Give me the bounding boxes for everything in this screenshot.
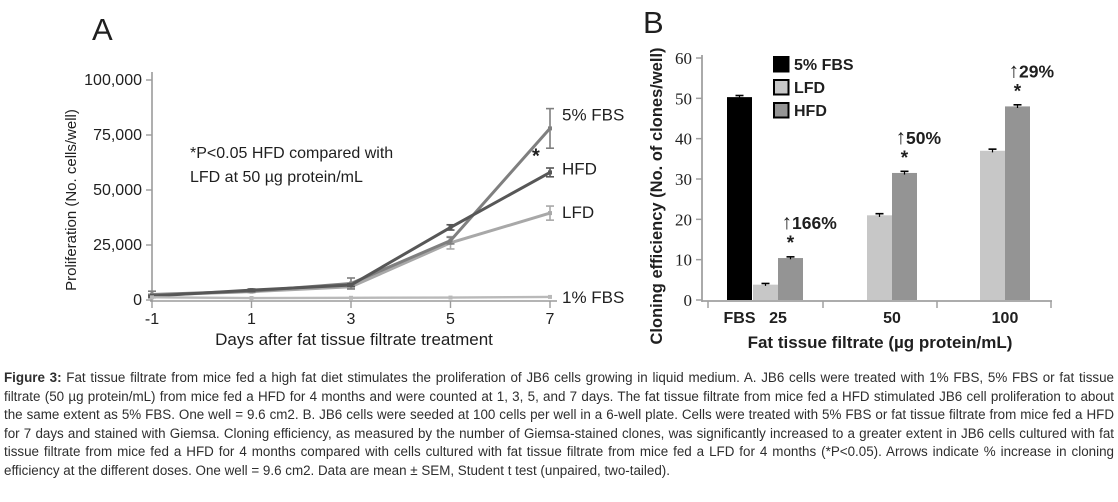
x-tick-label: -1 (145, 311, 159, 328)
y-tick-label: 50 (675, 89, 692, 108)
y-tick-label: 100,000 (84, 72, 142, 89)
significance-star-100-hfd: * (1014, 81, 1022, 102)
legend-swatch-5-fbs (773, 56, 790, 73)
legend-label-lfd: LFD (794, 80, 825, 97)
data-marker-hfd (548, 170, 552, 175)
increase-annotation-25-hfd: ↑166% (782, 211, 838, 234)
annotation-line-1: *P<0.05 HFD compared with (190, 145, 393, 162)
panel-b: B 0 10 20 30 40 50 60 Fat tissue filtrate (µg pr… (640, 0, 1118, 366)
bar-50-hfd (892, 172, 917, 300)
increase-annotation-50-hfd: ↑50% (896, 126, 942, 149)
data-marker-1-fbs (349, 295, 353, 300)
panel-a-label: A (92, 12, 113, 47)
bar-fbs-5-fbs (727, 97, 752, 300)
data-marker-5-fbs (448, 238, 453, 243)
y-tick-label: 50,000 (93, 182, 142, 199)
x-tick-label: 3 (347, 311, 356, 328)
increase-percent-label: 29% (1019, 61, 1054, 81)
series-label-hfd: HFD (562, 159, 597, 178)
x-axis-label: Days after fat tissue filtrate treatment (215, 330, 493, 349)
data-marker-hfd (349, 283, 353, 288)
increase-percent-label: 50% (906, 128, 941, 148)
caption-label: Figure 3: (4, 370, 62, 385)
y-tick-label: 10 (675, 251, 692, 270)
data-marker-1-fbs (448, 295, 453, 300)
significance-star-hfd: * (532, 145, 540, 167)
x-tick-label: 5 (446, 311, 455, 328)
x-category-label-25: 25 (769, 310, 787, 327)
caption-body: Fat tissue filtrate from mice fed a high… (4, 370, 1114, 478)
series-label-lfd: LFD (562, 203, 594, 222)
panel-b-label: B (643, 5, 664, 40)
y-tick-label: 60 (675, 49, 692, 68)
increase-annotation-100-hfd: ↑29% (1009, 59, 1055, 82)
data-marker-1-fbs (249, 296, 254, 301)
figure-caption: Figure 3: Fat tissue filtrate from mice … (4, 369, 1114, 481)
up-arrow-icon: ↑ (1009, 59, 1020, 82)
series-label-1-fbs: 1% FBS (562, 288, 624, 307)
data-marker-lfd (548, 211, 552, 216)
data-marker-1-fbs (150, 295, 154, 300)
y-axis-label: Cloning efficiency (No. of clones/well) (648, 47, 666, 344)
panel-a: A 0 25,000 50,000 75,000 100,000 -1 1 3 5 7 Days af… (0, 0, 640, 366)
x-category-label-50: 50 (883, 310, 901, 327)
up-arrow-icon: ↑ (896, 126, 907, 149)
legend-label-hfd: HFD (794, 103, 827, 120)
series-label-5-fbs: 5% FBS (562, 105, 624, 124)
y-tick-label: 40 (675, 130, 692, 149)
x-axis-label: Fat tissue filtrate (µg protein/mL) (748, 333, 1013, 352)
data-marker-1-fbs (548, 294, 552, 299)
y-tick-label: 0 (133, 292, 142, 309)
x-category-label-fbs: FBS (724, 310, 756, 327)
y-tick-label: 30 (675, 170, 692, 189)
data-marker-hfd (448, 225, 453, 230)
data-marker-hfd (249, 288, 254, 293)
bar-25-lfd (753, 284, 778, 300)
panel-b-chart: B 0 10 20 30 40 50 60 Fat tissue filtrate (µg pr… (643, 5, 1055, 352)
y-tick-label: 20 (675, 210, 692, 229)
up-arrow-icon: ↑ (782, 211, 793, 234)
significance-star-25-hfd: * (787, 233, 795, 254)
y-axis-label: Proliferation (No. cells/well) (63, 109, 80, 291)
data-marker-5-fbs (548, 126, 552, 131)
legend-swatch-lfd (773, 79, 790, 96)
y-tick-label: 25,000 (93, 237, 142, 254)
bar-100-lfd (980, 150, 1005, 300)
x-category-label-100: 100 (992, 310, 1019, 327)
bar-25-hfd (778, 258, 803, 300)
legend-swatch-hfd (773, 102, 790, 119)
panel-a-chart: A 0 25,000 50,000 75,000 100,000 -1 1 3 5 7 Days af… (63, 12, 624, 349)
y-tick-label: 75,000 (93, 127, 142, 144)
legend-label-5-fbs: 5% FBS (794, 57, 854, 74)
annotation-line-2: LFD at 50 µg protein/mL (190, 169, 363, 186)
y-tick-label: 0 (684, 291, 693, 310)
bar-100-hfd (1005, 106, 1030, 301)
increase-percent-label: 166% (792, 213, 837, 233)
bar-50-lfd (867, 215, 892, 300)
x-tick-label: 7 (546, 311, 555, 328)
x-tick-label: 1 (247, 311, 256, 328)
significance-star-50-hfd: * (901, 148, 909, 169)
